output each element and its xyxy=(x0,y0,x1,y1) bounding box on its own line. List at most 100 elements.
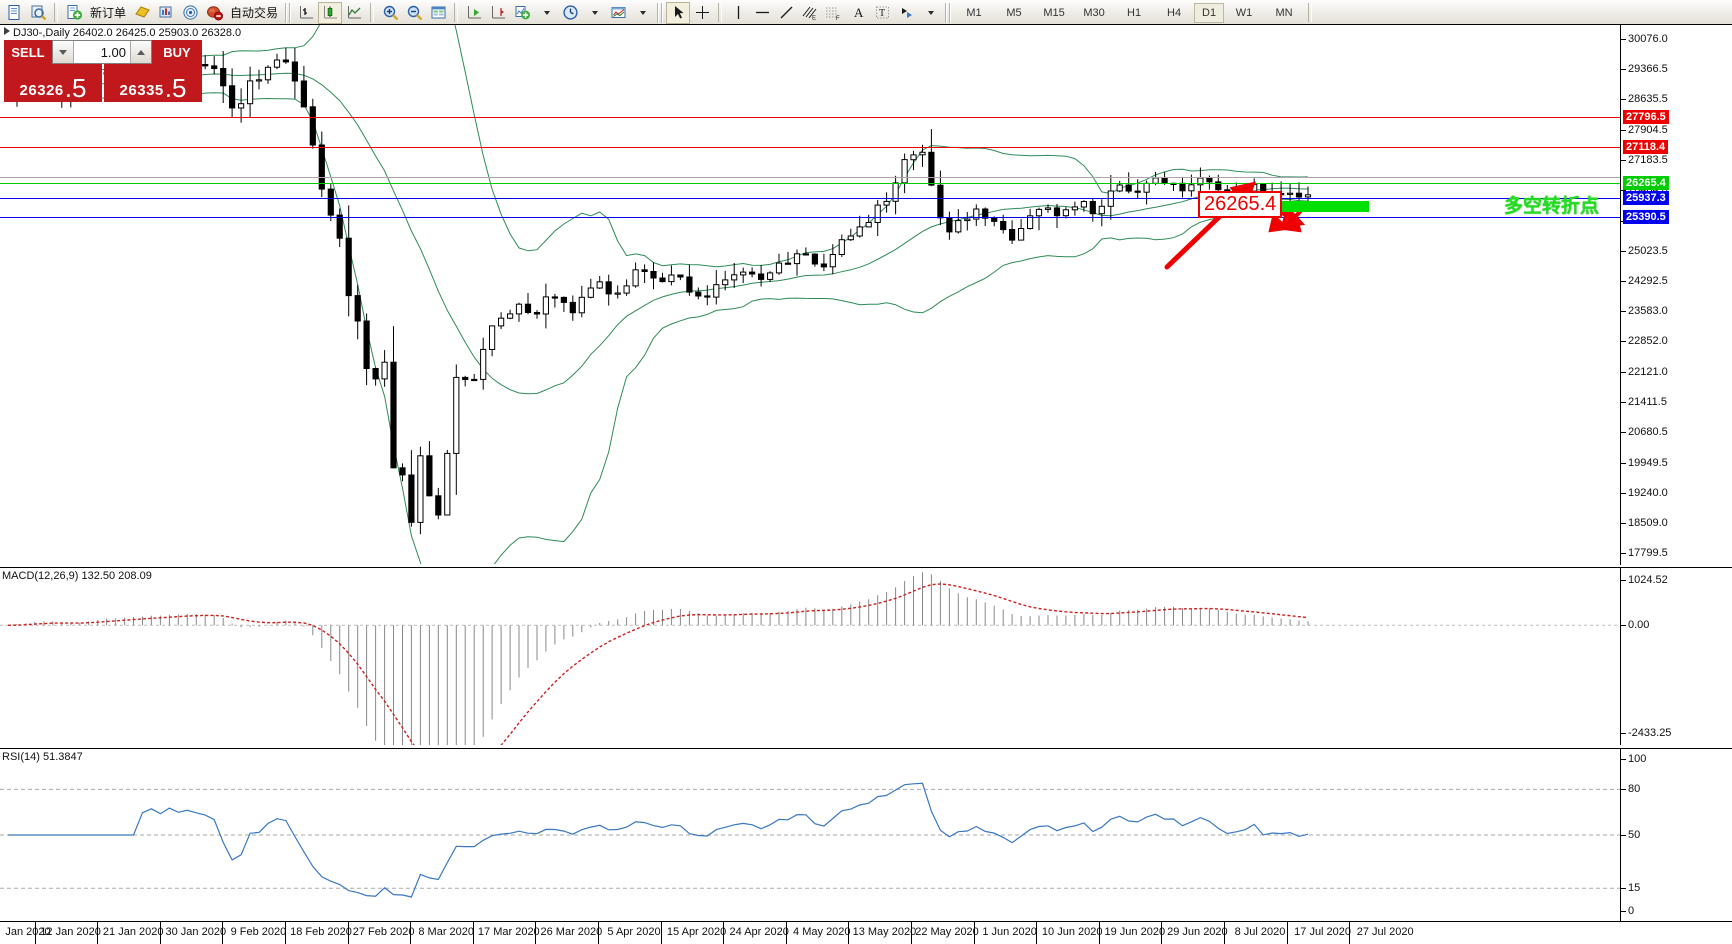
timeframe-m5[interactable]: M5 xyxy=(994,3,1034,23)
sell-price-integer: 26326 xyxy=(20,82,64,99)
toolbar-grip-3[interactable] xyxy=(945,3,951,23)
line-chart-icon[interactable] xyxy=(342,2,366,24)
macd-plot-area[interactable]: MACD(12,26,9) 132.50 208.09 xyxy=(0,568,1620,745)
toolbar-grip[interactable] xyxy=(285,3,291,23)
volume-dropdown-icon[interactable] xyxy=(53,41,74,63)
reversal-arrow-drawing[interactable] xyxy=(0,25,1620,564)
rsi-tick-label: 0 xyxy=(1628,905,1634,917)
date-tick-label: 4 May 2020 xyxy=(793,926,850,938)
volume-stepper[interactable]: 1.00 xyxy=(52,40,152,64)
price-tick-label: 27904.5 xyxy=(1628,124,1668,136)
cursor-icon[interactable] xyxy=(666,2,690,24)
date-gridline xyxy=(160,922,161,944)
date-gridline xyxy=(1349,922,1350,944)
add-indicator-icon[interactable] xyxy=(510,2,534,24)
horizontal-line-icon[interactable] xyxy=(750,2,774,24)
trendline-icon[interactable] xyxy=(774,2,798,24)
turning-point-note[interactable]: 多空转折点 xyxy=(1504,191,1599,218)
new-chart-icon[interactable] xyxy=(2,2,26,24)
rsi-pane[interactable]: RSI(14) 51.3847 1008050150 xyxy=(0,748,1732,921)
text-label-icon[interactable]: T xyxy=(870,2,894,24)
sell-button-label[interactable]: SELL xyxy=(4,40,52,64)
inspect-chart-icon[interactable] xyxy=(26,2,50,24)
signals-icon[interactable] xyxy=(178,2,202,24)
market-depth-icon[interactable] xyxy=(154,2,178,24)
fibonacci-icon[interactable]: F xyxy=(822,2,846,24)
bar-chart-icon[interactable] xyxy=(294,2,318,24)
auto-scroll-icon[interactable] xyxy=(462,2,486,24)
templates-icon[interactable] xyxy=(606,2,630,24)
rsi-plot-area[interactable]: RSI(14) 51.3847 xyxy=(0,749,1620,921)
period-dropdown-icon[interactable] xyxy=(582,2,606,24)
toolbar-grip-2[interactable] xyxy=(657,3,663,23)
price-tick xyxy=(1621,39,1626,40)
rsi-axis[interactable]: 1008050150 xyxy=(1620,749,1732,921)
macd-axis[interactable]: 1024.520.00-2433.25 xyxy=(1620,568,1732,745)
price-level-badge-support[interactable]: 25937.3 xyxy=(1623,191,1669,205)
rsi-tick-label: 100 xyxy=(1628,753,1646,765)
price-tick xyxy=(1621,311,1626,312)
price-level-badge-resistance[interactable]: 27118.4 xyxy=(1623,140,1668,154)
date-gridline xyxy=(410,922,411,944)
timeframe-h4[interactable]: H4 xyxy=(1154,3,1194,23)
price-tick-label: 27183.5 xyxy=(1628,154,1668,166)
volume-increase-icon[interactable] xyxy=(130,41,151,63)
candlestick-chart-icon[interactable] xyxy=(318,2,342,24)
price-level-badge-support[interactable]: 25390.5 xyxy=(1623,210,1669,224)
macd-tick xyxy=(1621,580,1626,581)
templates-dropdown-icon[interactable] xyxy=(630,2,654,24)
date-tick-label: 8 Mar 2020 xyxy=(418,926,474,938)
date-axis[interactable]: Jan 202012 Jan 202021 Jan 202030 Jan 202… xyxy=(0,921,1732,944)
price-tag-annotation[interactable]: 26265.4 xyxy=(1198,191,1282,218)
one-click-trading-panel[interactable]: SELL 1.00 BUY 26326.5 26335.5 xyxy=(4,40,202,102)
zoom-in-icon[interactable] xyxy=(378,2,402,24)
timeframe-mn[interactable]: MN xyxy=(1264,3,1304,23)
rsi-svg xyxy=(0,749,1620,921)
timeframe-m15[interactable]: M15 xyxy=(1034,3,1074,23)
period-clock-icon[interactable] xyxy=(558,2,582,24)
vertical-line-icon[interactable] xyxy=(726,2,750,24)
timeframe-d1[interactable]: D1 xyxy=(1194,3,1224,23)
svg-text:A: A xyxy=(854,5,864,20)
volume-value[interactable]: 1.00 xyxy=(74,45,130,60)
date-tick-label: 21 Jan 2020 xyxy=(103,926,164,938)
timeframe-m1[interactable]: M1 xyxy=(954,3,994,23)
price-tick xyxy=(1621,281,1626,282)
date-gridline xyxy=(35,922,36,944)
timeframe-w1[interactable]: W1 xyxy=(1224,3,1264,23)
macd-pane[interactable]: MACD(12,26,9) 132.50 208.09 1024.520.00-… xyxy=(0,567,1732,745)
sell-price-button[interactable]: 26326.5 xyxy=(4,64,102,102)
autotrading-label[interactable]: 自动交易 xyxy=(226,4,282,21)
price-chart-pane[interactable]: 26265.4 多空转折点 30076.029366.528635.527904… xyxy=(0,24,1732,565)
autotrading-icon[interactable] xyxy=(202,2,226,24)
date-tick-label: 1 Jun 2020 xyxy=(982,926,1036,938)
macd-tick xyxy=(1621,733,1626,734)
price-level-badge-current-bid[interactable]: 26265.4 xyxy=(1623,176,1669,190)
price-tick-label: 29366.5 xyxy=(1628,63,1668,75)
zoom-out-icon[interactable] xyxy=(402,2,426,24)
expert-advisors-icon[interactable] xyxy=(130,2,154,24)
crosshair-icon[interactable] xyxy=(690,2,714,24)
chart-shift-icon[interactable] xyxy=(486,2,510,24)
arrows-dropdown-icon[interactable] xyxy=(918,2,942,24)
chart-collapse-icon[interactable] xyxy=(4,27,10,35)
buy-button-label[interactable]: BUY xyxy=(152,40,202,64)
data-window-icon[interactable] xyxy=(426,2,450,24)
price-axis[interactable]: 30076.029366.528635.527904.527183.526464… xyxy=(1620,25,1732,565)
text-icon[interactable]: A xyxy=(846,2,870,24)
date-gridline xyxy=(1287,922,1288,944)
buy-price-button[interactable]: 26335.5 xyxy=(104,64,202,102)
toolbar-separator xyxy=(54,3,58,22)
new-order-icon[interactable] xyxy=(62,2,86,24)
macd-tick-label: -2433.25 xyxy=(1628,727,1671,739)
arrows-icon[interactable] xyxy=(894,2,918,24)
date-tick-label: 9 Feb 2020 xyxy=(231,926,287,938)
timeframe-h1[interactable]: H1 xyxy=(1114,3,1154,23)
price-plot-area[interactable]: 26265.4 多空转折点 xyxy=(0,25,1620,565)
indicator-dropdown-icon[interactable] xyxy=(534,2,558,24)
price-tick-label: 17799.5 xyxy=(1628,547,1668,559)
timeframe-m30[interactable]: M30 xyxy=(1074,3,1114,23)
equidistant-channel-icon[interactable]: E xyxy=(798,2,822,24)
new-order-label[interactable]: 新订单 xyxy=(86,4,130,21)
price-level-badge-resistance[interactable]: 27796.5 xyxy=(1623,110,1669,124)
